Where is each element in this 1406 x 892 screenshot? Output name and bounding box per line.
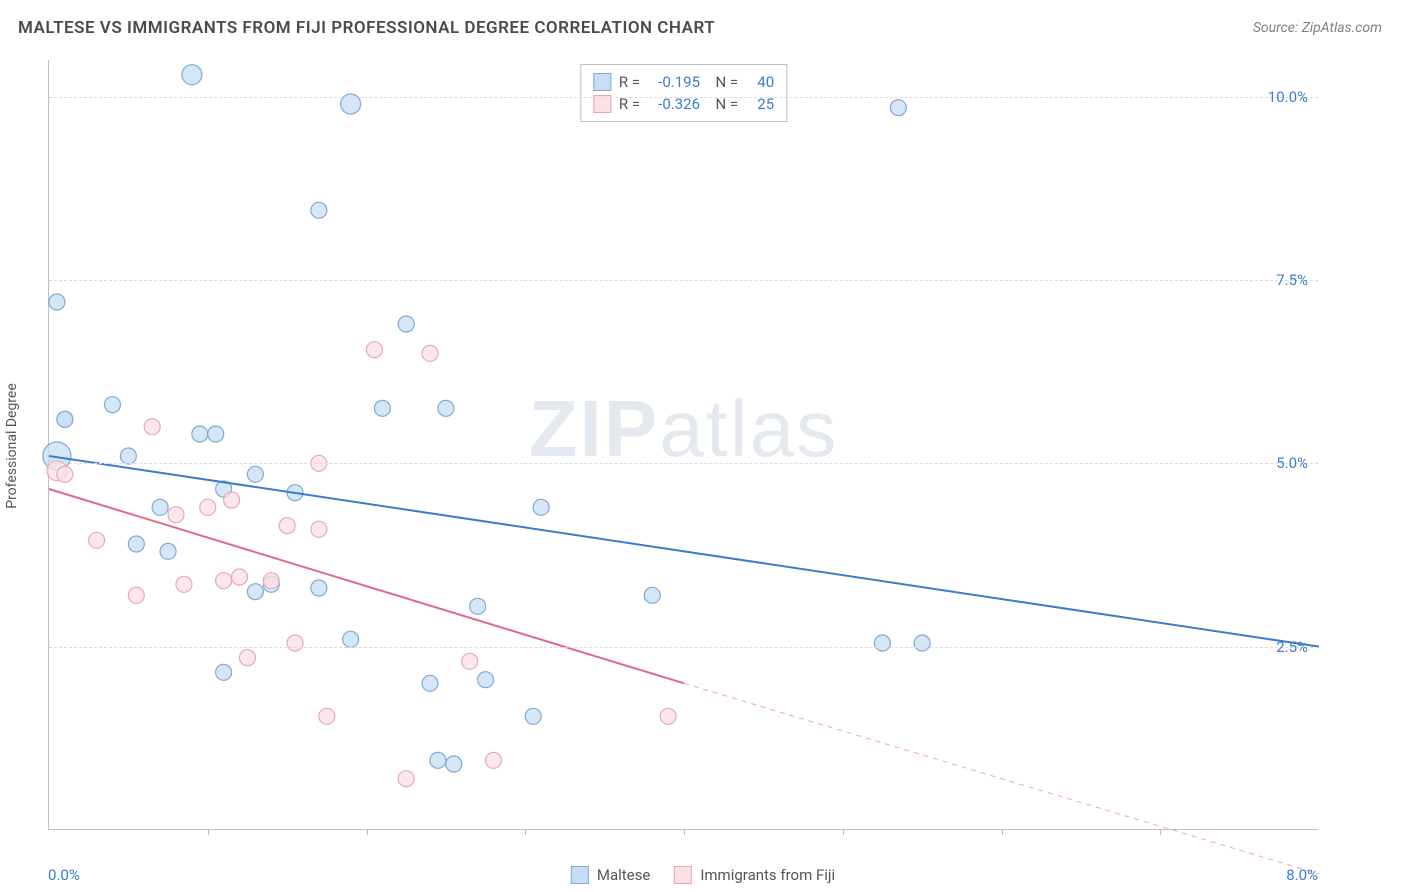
gridline [49, 280, 1318, 281]
data-point [279, 518, 295, 534]
data-point [446, 756, 462, 772]
trend-line-ext [684, 683, 1319, 874]
data-point [525, 708, 541, 724]
gridline [49, 647, 1318, 648]
trend-line [49, 489, 684, 683]
xtick [1160, 829, 1161, 835]
legend-stat-row: R = -0.195 N = 40 [593, 71, 774, 93]
legend-series-item: Maltese [571, 866, 650, 884]
data-point [533, 499, 549, 515]
data-point [422, 345, 438, 361]
y-axis-label: Professional Degree [4, 383, 20, 509]
legend-swatch [571, 866, 589, 884]
xtick [525, 829, 526, 835]
data-point [311, 202, 327, 218]
legend-n-value: 40 [746, 71, 774, 93]
ytick-label: 7.5% [1276, 271, 1308, 289]
data-point [644, 587, 660, 603]
xtick [208, 829, 209, 835]
chart-area: ZIPatlas R = -0.195 N = 40R = -0.326 N =… [48, 60, 1318, 830]
data-point [57, 466, 73, 482]
data-point [398, 316, 414, 332]
source-label: Source: ZipAtlas.com [1253, 20, 1382, 36]
data-point [128, 536, 144, 552]
gridline [49, 97, 1318, 98]
data-point [486, 752, 502, 768]
legend-series-item: Immigrants from Fiji [674, 866, 835, 884]
data-point [105, 397, 121, 413]
xtick [1002, 829, 1003, 835]
data-point [160, 543, 176, 559]
xtick [684, 829, 685, 835]
data-point [232, 569, 248, 585]
ytick-label: 5.0% [1276, 454, 1308, 472]
data-point [182, 65, 202, 85]
legend-swatch [593, 73, 611, 91]
data-point [478, 672, 494, 688]
data-point [144, 419, 160, 435]
data-point [208, 426, 224, 442]
legend-stats: R = -0.195 N = 40R = -0.326 N = 25 [580, 64, 787, 122]
data-point [192, 426, 208, 442]
data-point [374, 400, 390, 416]
data-point [247, 584, 263, 600]
data-point [438, 400, 454, 416]
legend-r-label: R = [619, 71, 640, 93]
x-axis-min-label: 0.0% [48, 866, 80, 884]
header: MALTESE VS IMMIGRANTS FROM FIJI PROFESSI… [0, 0, 1406, 48]
data-point [398, 771, 414, 787]
data-point [239, 650, 255, 666]
plot-svg [49, 60, 1318, 829]
legend-n-label: N = [708, 71, 738, 93]
data-point [89, 532, 105, 548]
data-point [462, 653, 478, 669]
data-point [216, 664, 232, 680]
data-point [120, 448, 136, 464]
data-point [247, 466, 263, 482]
data-point [319, 708, 335, 724]
data-point [49, 294, 65, 310]
chart-title: MALTESE VS IMMIGRANTS FROM FIJI PROFESSI… [18, 18, 715, 38]
data-point [470, 598, 486, 614]
data-point [422, 675, 438, 691]
data-point [430, 752, 446, 768]
data-point [343, 631, 359, 647]
ytick-label: 2.5% [1276, 638, 1308, 656]
data-point [890, 100, 906, 116]
xtick [367, 829, 368, 835]
data-point [366, 342, 382, 358]
legend-r-value: -0.195 [648, 71, 700, 93]
ytick-label: 10.0% [1268, 88, 1308, 106]
data-point [914, 635, 930, 651]
legend-series: Maltese Immigrants from Fiji [571, 866, 835, 884]
data-point [224, 492, 240, 508]
data-point [216, 573, 232, 589]
data-point [152, 499, 168, 515]
data-point [287, 635, 303, 651]
trend-line [49, 456, 1319, 647]
gridline [49, 463, 1318, 464]
data-point [168, 507, 184, 523]
data-point [57, 411, 73, 427]
data-point [311, 521, 327, 537]
legend-swatch [593, 95, 611, 113]
data-point [128, 587, 144, 603]
legend-swatch [674, 866, 692, 884]
x-axis-max-label: 8.0% [1286, 866, 1318, 884]
data-point [200, 499, 216, 515]
legend-series-label: Immigrants from Fiji [700, 866, 835, 884]
data-point [176, 576, 192, 592]
xtick [843, 829, 844, 835]
data-point [311, 580, 327, 596]
data-point [660, 708, 676, 724]
data-point [874, 635, 890, 651]
data-point [263, 573, 279, 589]
legend-series-label: Maltese [597, 866, 650, 884]
